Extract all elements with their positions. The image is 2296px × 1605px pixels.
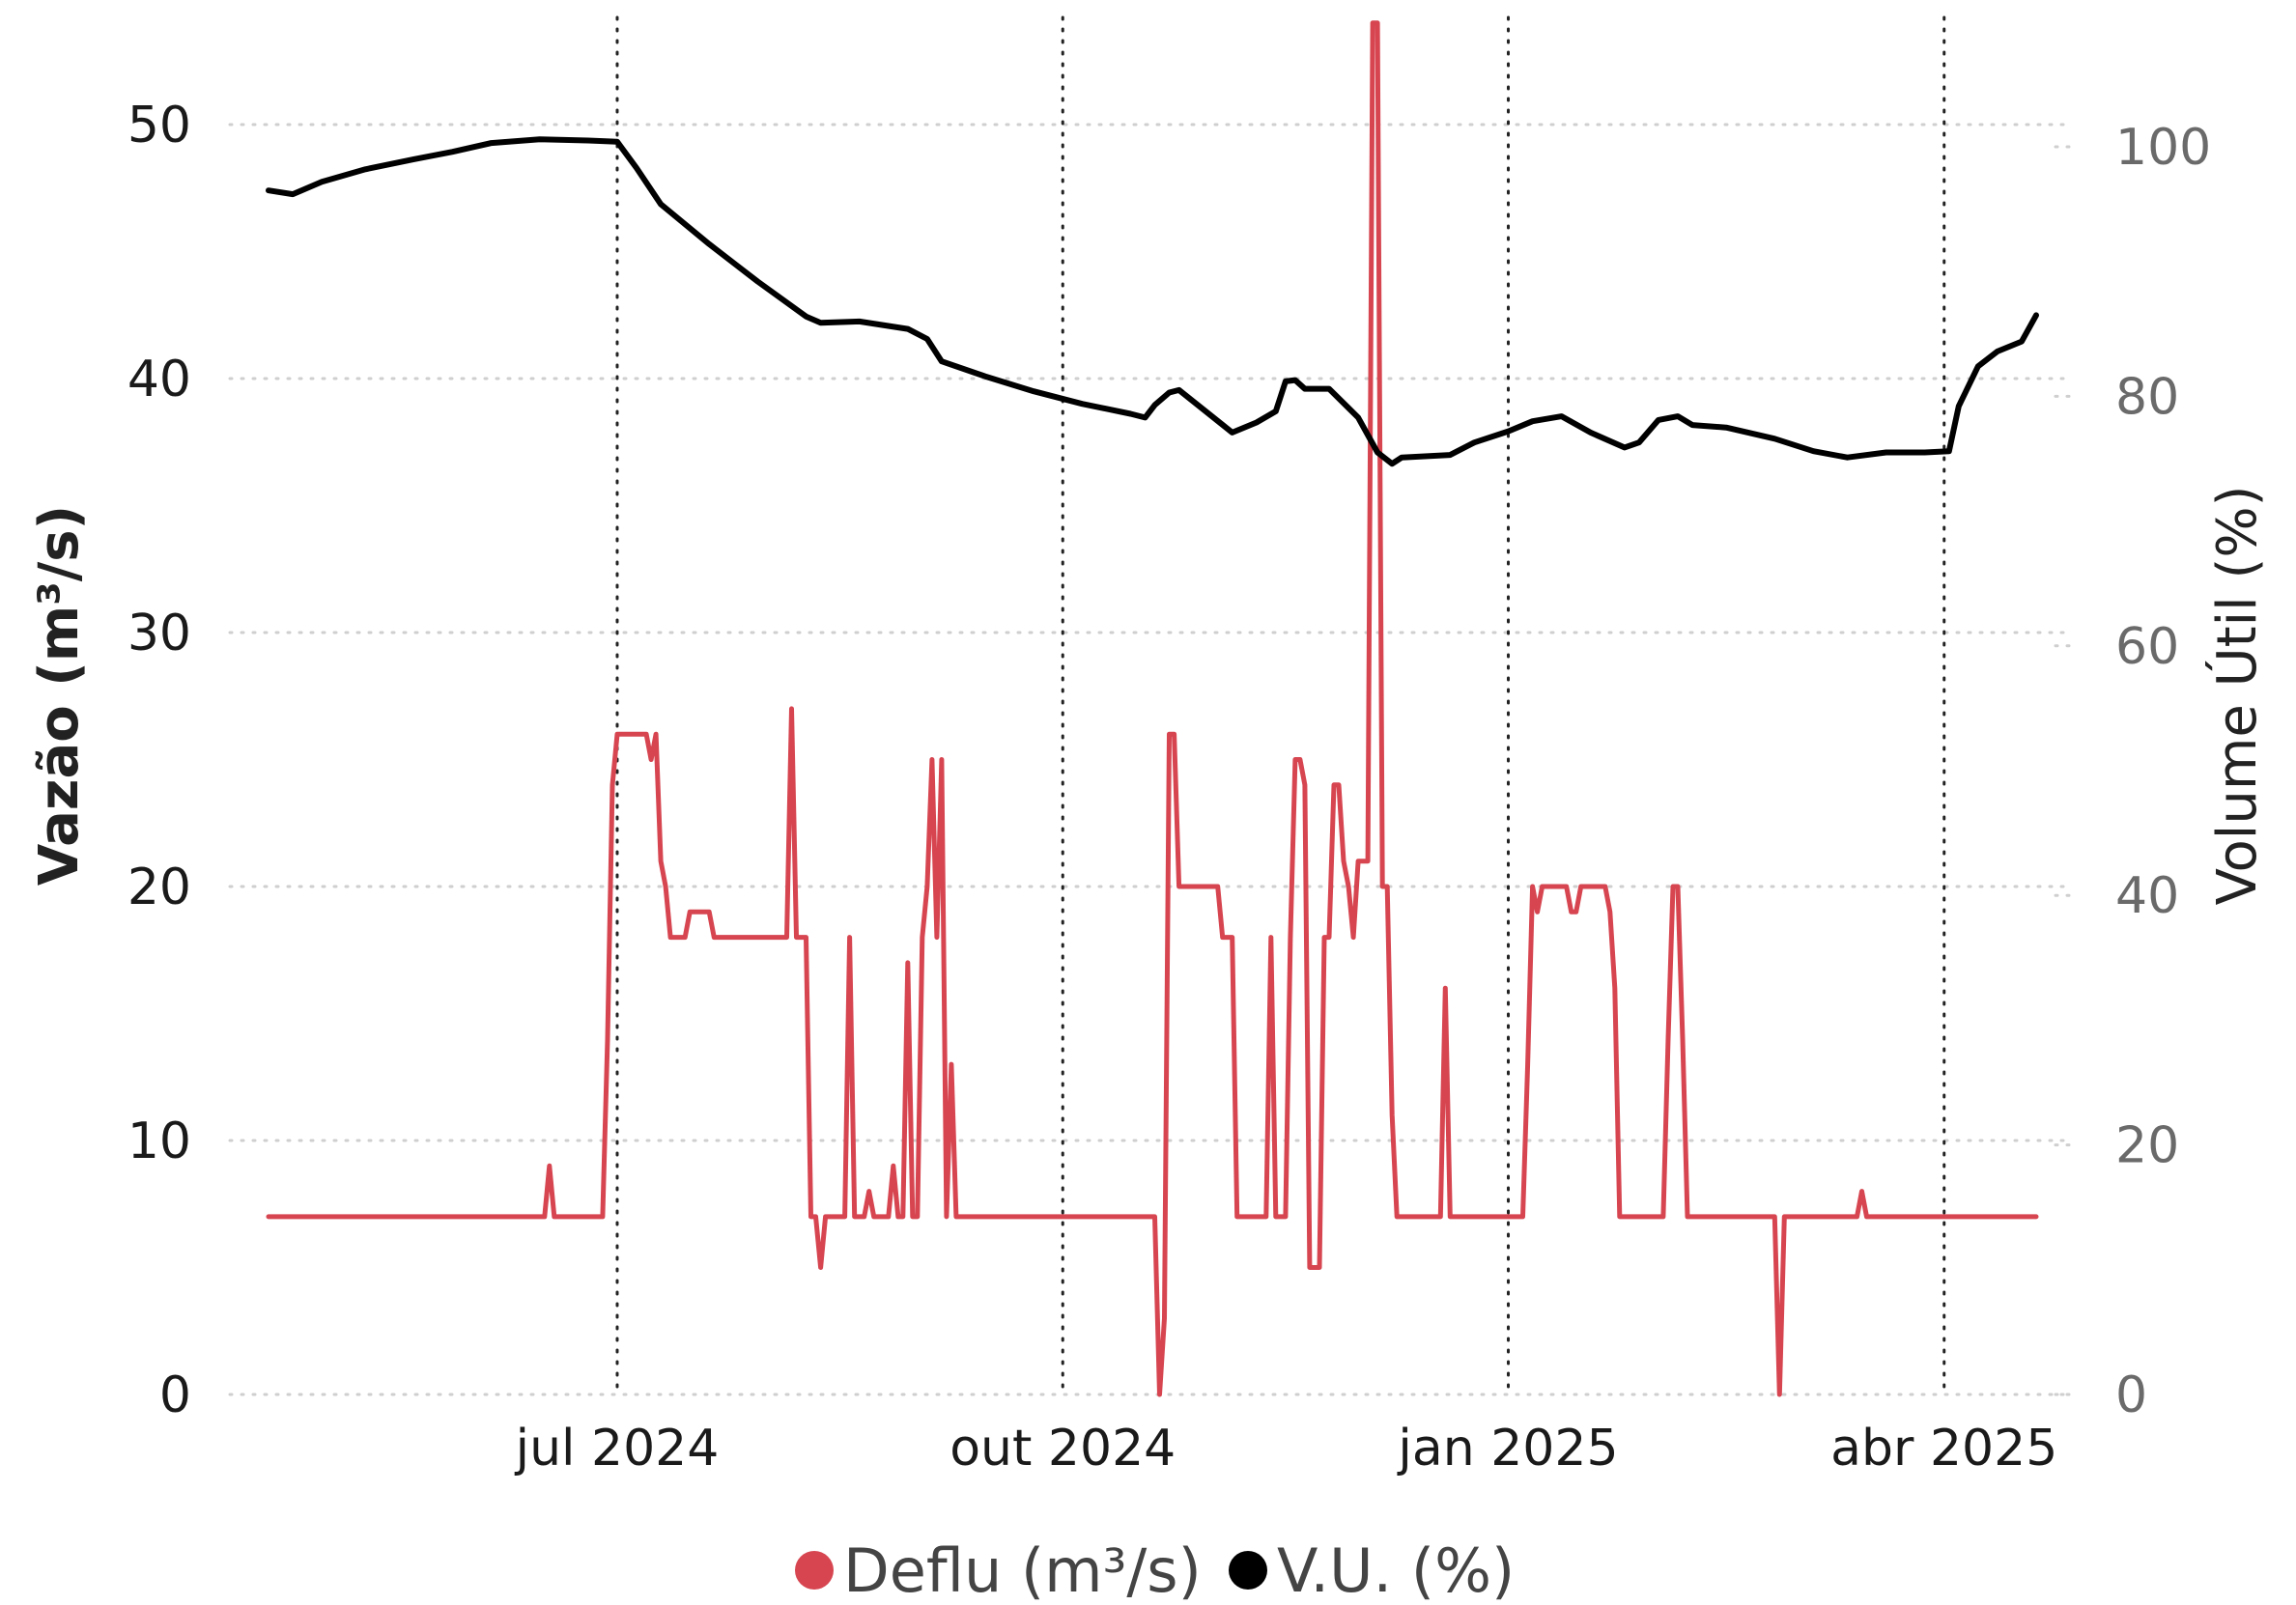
x-tick-label: jan 2025 xyxy=(1397,1420,1618,1478)
axis-layer: 0 10 20 30 40 50 0 20 40 60 80 100 jul 2024 out 2024 j… xyxy=(128,97,2211,1478)
legend-label-deflu: Deflu (m³/s) xyxy=(843,1535,1202,1605)
y-left-tick-label: 10 xyxy=(128,1112,191,1170)
legend-swatch-deflu xyxy=(795,1551,834,1590)
y-right-tick-label: 60 xyxy=(2115,618,2179,676)
y-right-tick-label: 100 xyxy=(2115,119,2211,177)
legend-swatch-vu xyxy=(1229,1551,1267,1590)
y-right-tick-label: 0 xyxy=(2115,1366,2147,1424)
legend-label-vu: V.U. (%) xyxy=(1277,1535,1515,1605)
y-left-tick-label: 20 xyxy=(128,859,191,916)
x-tick-label: out 2024 xyxy=(950,1420,1176,1478)
y-right-tick-label: 20 xyxy=(2115,1117,2179,1175)
legend: Deflu (m³/s) V.U. (%) xyxy=(795,1535,1515,1605)
y-left-tick-label: 0 xyxy=(159,1366,191,1424)
x-tick-label: jul 2024 xyxy=(515,1420,720,1478)
series-line-deflu xyxy=(266,20,2039,1397)
y-axis-left-label: Vazão (m³/s) xyxy=(28,505,91,886)
y-axis-right-label: Volume Útil (%) xyxy=(2206,486,2269,906)
x-tick-label: abr 2025 xyxy=(1830,1420,2057,1478)
y-left-tick-label: 50 xyxy=(128,97,191,155)
grid-layer xyxy=(228,15,2079,1396)
y-left-tick-label: 40 xyxy=(128,351,191,408)
y-right-tick-label: 80 xyxy=(2115,368,2179,426)
y-left-tick-label: 30 xyxy=(128,605,191,662)
y-right-tick-label: 40 xyxy=(2115,867,2179,925)
series-layer xyxy=(266,20,2039,1397)
series-line-vu xyxy=(266,136,2039,467)
